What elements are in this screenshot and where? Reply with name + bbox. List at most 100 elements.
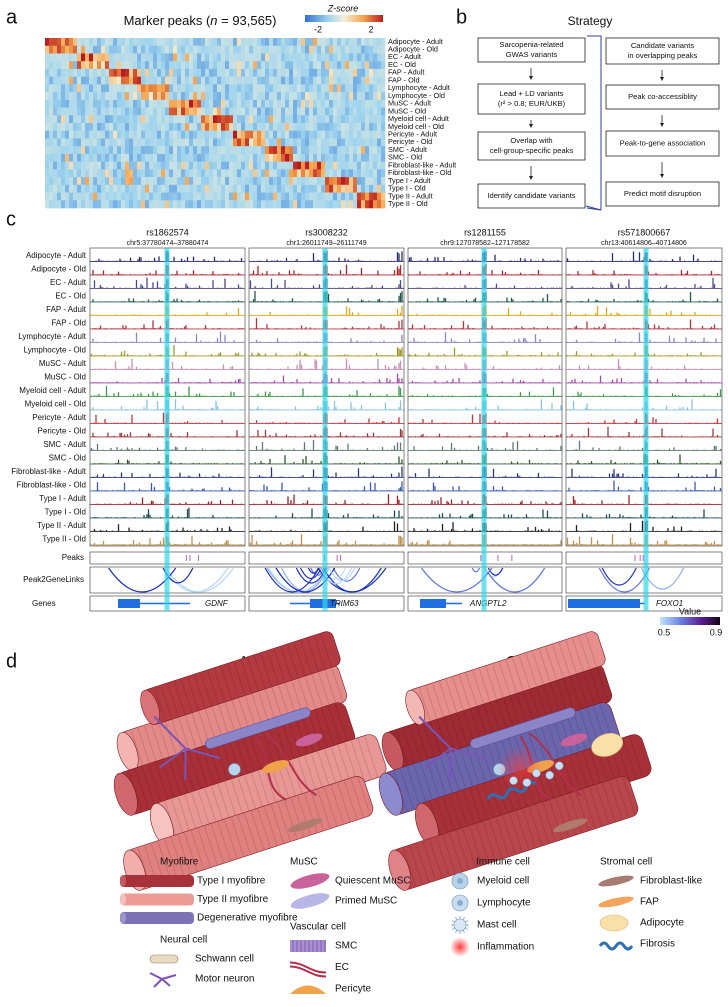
heatmap-cell xyxy=(337,130,342,139)
heatmap-cell xyxy=(161,107,166,116)
heatmap-cell xyxy=(225,146,230,155)
heatmap-cell xyxy=(61,38,66,47)
heatmap-cell xyxy=(233,115,238,124)
heatmap-cell xyxy=(273,153,278,162)
heatmap-cell xyxy=(77,92,82,101)
heatmap-cell xyxy=(89,184,94,193)
heatmap-cell xyxy=(277,38,282,47)
heatmap-cell xyxy=(345,161,350,170)
immune-cell xyxy=(554,761,564,771)
heatmap-cell xyxy=(209,53,214,62)
heatmap-cell xyxy=(265,153,270,162)
heatmap-cell xyxy=(89,76,94,85)
heatmap-cell xyxy=(369,200,374,209)
heatmap-cell xyxy=(97,123,102,132)
heatmap-cell xyxy=(249,92,254,101)
heatmap-cell xyxy=(345,92,350,101)
heatmap-cell xyxy=(189,169,194,178)
heatmap-cell xyxy=(65,115,70,124)
heatmap-cell xyxy=(333,68,338,77)
heatmap-cell xyxy=(241,84,246,93)
heatmap-cell xyxy=(221,68,226,77)
heatmap-cell xyxy=(341,115,346,124)
heatmap-cell xyxy=(313,177,318,186)
heatmap-cell xyxy=(337,123,342,132)
heatmap-cell xyxy=(329,130,334,139)
heatmap-cell xyxy=(205,61,210,70)
heatmap-cell xyxy=(277,53,282,62)
heatmap-cell xyxy=(161,138,166,147)
heatmap-cell xyxy=(145,99,150,108)
heatmap-cell xyxy=(241,45,246,54)
heatmap-cell xyxy=(241,130,246,139)
heatmap-cell xyxy=(173,115,178,124)
heatmap-cell xyxy=(105,138,110,147)
heatmap-cell xyxy=(317,130,322,139)
heatmap-cell xyxy=(45,146,50,155)
genome-tracks: rs1862574chr5:37780474–37880474GDNFrs300… xyxy=(11,227,723,612)
heatmap-cell xyxy=(265,146,270,155)
fibre-stripe xyxy=(502,815,516,854)
heatmap-cell xyxy=(305,99,310,108)
icon xyxy=(450,937,470,957)
heatmap-cell xyxy=(101,84,106,93)
heatmap-cell xyxy=(105,92,110,101)
heatmap-cell xyxy=(149,53,154,62)
heatmap-cell xyxy=(301,192,306,201)
heatmap-cell xyxy=(333,38,338,47)
heatmap-cell xyxy=(245,68,250,77)
fibre-stripe xyxy=(525,653,537,687)
heatmap-cell xyxy=(65,99,70,108)
heatmap-row-label: Lymphocyte - Adult xyxy=(388,83,450,92)
heatmap-cell xyxy=(217,192,222,201)
heatmap-cell xyxy=(361,161,366,170)
fibre-stripe xyxy=(435,837,450,876)
heatmap-cell xyxy=(153,84,158,93)
heatmap-cell xyxy=(353,146,358,155)
heatmap-cell xyxy=(101,130,106,139)
heatmap-cell xyxy=(153,146,158,155)
heatmap-cell xyxy=(57,45,62,54)
heatmap-cell xyxy=(133,192,138,201)
heatmap-cell xyxy=(193,45,198,54)
heatmap-cell xyxy=(61,115,66,124)
link-arc xyxy=(420,567,493,593)
heatmap-cell xyxy=(237,68,242,77)
fibre-stripe xyxy=(505,659,517,693)
fibre-stripe xyxy=(575,671,589,709)
heatmap-cell xyxy=(121,92,126,101)
fibre-stripe xyxy=(555,678,569,715)
heatmap-cell xyxy=(145,169,150,178)
heatmap-cell xyxy=(93,68,98,77)
heatmap-cell xyxy=(217,169,222,178)
heatmap-cell xyxy=(49,92,54,101)
heatmap-cell xyxy=(161,76,166,85)
heatmap-cell xyxy=(185,130,190,139)
heatmap-cell xyxy=(141,161,146,170)
heatmap-cell xyxy=(253,200,258,209)
step-box xyxy=(605,181,720,207)
heatmap-cell xyxy=(49,38,54,47)
heatmap-cell xyxy=(297,68,302,77)
heatmap-cell xyxy=(249,138,254,147)
heatmap-cell xyxy=(257,192,262,201)
muscle-scene xyxy=(113,631,387,891)
heatmap-cell xyxy=(293,130,298,139)
heatmap-cell xyxy=(381,61,386,70)
fibre-stripe xyxy=(293,642,306,676)
fibre-stripe xyxy=(465,672,477,706)
heatmap-cell xyxy=(57,68,62,77)
heatmap-cell xyxy=(329,84,334,93)
heatmap-cell xyxy=(325,169,330,178)
heatmap-cell xyxy=(197,169,202,178)
heatmap-cell xyxy=(169,123,174,132)
heatmap-cell xyxy=(141,107,146,116)
heatmap-cell xyxy=(349,123,354,132)
heatmap-cell xyxy=(141,68,146,77)
heatmap-cell xyxy=(281,76,286,85)
heatmap-cell xyxy=(105,76,110,85)
heatmap-cell xyxy=(81,138,86,147)
heatmap-cell xyxy=(365,138,370,147)
heatmap-cell xyxy=(321,146,326,155)
heatmap-cell xyxy=(69,177,74,186)
